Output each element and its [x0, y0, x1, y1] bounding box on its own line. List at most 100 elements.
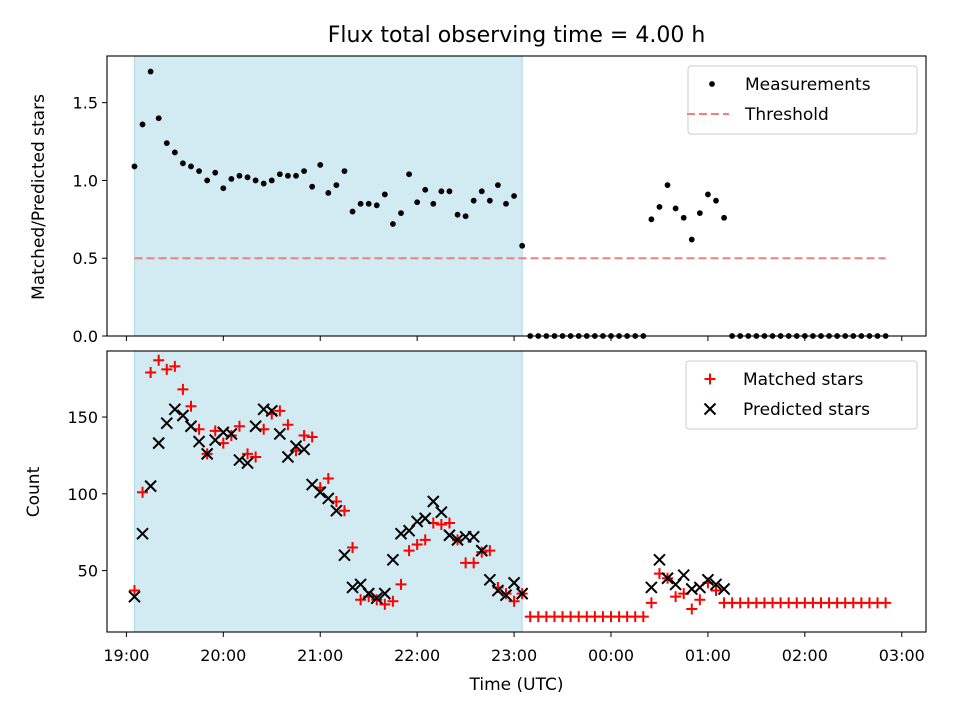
measurement-point: [438, 188, 445, 195]
measurement-point: [672, 205, 679, 212]
bottom-series-predicted-stars: [128, 403, 731, 605]
predicted-stars-marker: [515, 587, 529, 600]
top-y-tick-label: 1.5: [73, 94, 98, 113]
measurement-point: [236, 172, 243, 179]
matched-stars-marker: [395, 578, 407, 590]
matched-stars-marker: [484, 545, 496, 557]
matched-stars-marker: [169, 360, 181, 372]
x-tick-label: 23:00: [491, 646, 537, 665]
measurement-point: [301, 168, 307, 175]
measurement-point: [406, 171, 412, 178]
bottom-y-tick-label: 100: [67, 485, 98, 504]
matched-stars-marker: [338, 505, 350, 517]
predicted-stars-marker: [701, 573, 715, 586]
measurement-point: [414, 199, 421, 206]
measurement-point: [333, 182, 340, 189]
matched-stars-marker: [355, 594, 367, 606]
predicted-stars-marker: [653, 553, 666, 567]
top-chart-title: Flux total observing time = 4.00 h: [328, 23, 706, 48]
matched-stars-marker: [411, 538, 423, 550]
measurement-point: [398, 210, 404, 217]
predicted-stars-marker: [645, 581, 658, 594]
measurement-point: [196, 168, 202, 175]
matched-stars-marker: [347, 542, 359, 554]
legend-label: Matched stars: [743, 370, 863, 390]
measurement-point: [341, 168, 348, 175]
predicted-stars-marker: [677, 568, 690, 582]
matched-stars-marker: [443, 517, 455, 529]
top-plot-frame: [106, 55, 927, 337]
measurement-point: [680, 214, 687, 221]
matched-stars-marker: [209, 425, 221, 437]
predicted-stars-marker: [176, 409, 190, 422]
measurement-point: [503, 200, 509, 207]
measurement-point: [228, 175, 235, 182]
predicted-stars-marker: [362, 587, 375, 600]
predicted-stars-marker: [435, 506, 448, 519]
matched-stars-marker: [694, 594, 706, 606]
top-y-tick-label: 0.5: [73, 249, 98, 268]
top-panel: 0.0 0.5 1.0 1.5 Measurements Threshold: [73, 55, 927, 346]
measurement-point: [430, 200, 437, 207]
predicted-stars-marker: [192, 435, 206, 448]
measurement-point: [470, 197, 477, 204]
predicted-stars-marker: [314, 486, 327, 499]
measurement-point: [721, 214, 727, 221]
matched-stars-marker: [686, 603, 698, 615]
measurement-point: [325, 189, 332, 196]
predicted-stars-marker: [483, 573, 497, 586]
measurement-point: [244, 174, 251, 181]
predicted-stars-marker: [330, 504, 343, 517]
matched-stars-marker: [322, 472, 334, 484]
matched-stars-marker: [242, 448, 254, 460]
measurement-point: [664, 182, 671, 189]
predicted-stars-marker: [128, 590, 141, 603]
measurement-point: [688, 236, 695, 243]
bottom-y-tick-label: 50: [78, 562, 98, 581]
measurement-point: [276, 171, 283, 178]
matched-stars-marker: [161, 363, 173, 375]
bottom-panel: 50 100 150 19:00 20:00 21:00 22:00 23:00 00:00 01…: [67, 350, 927, 665]
predicted-stars-marker: [233, 453, 246, 467]
matched-stars-marker: [379, 598, 391, 610]
predicted-stars-marker: [475, 544, 488, 557]
measurement-point: [293, 172, 299, 179]
predicted-stars-marker: [265, 404, 278, 418]
predicted-stars-marker: [152, 436, 165, 450]
matched-stars-marker: [476, 546, 488, 558]
matched-stars-marker: [145, 366, 157, 378]
measurement-point: [446, 188, 453, 195]
predicted-stars-marker: [273, 427, 287, 441]
measurement-point: [180, 160, 186, 167]
measurement-point: [357, 200, 364, 207]
predicted-stars-marker: [160, 416, 173, 430]
matched-stars-marker: [880, 597, 892, 609]
measurement-point: [155, 115, 162, 122]
predicted-stars-marker: [289, 439, 303, 453]
measurement-point: [131, 163, 138, 170]
predicted-stars-marker: [225, 427, 238, 441]
x-tick-label: 19:00: [103, 646, 149, 665]
measurement-point: [309, 183, 316, 190]
legend-box: [685, 360, 918, 430]
predicted-stars-marker: [661, 572, 674, 585]
x-tick-label: 21:00: [297, 646, 343, 665]
predicted-stars-marker: [709, 578, 723, 591]
matched-stars-marker: [153, 354, 165, 366]
predicted-stars-marker: [184, 420, 198, 433]
matched-stars-marker: [403, 545, 415, 557]
measurement-point: [373, 202, 380, 209]
predicted-stars-marker: [499, 588, 513, 602]
measurement-point: [486, 197, 493, 204]
measurement-point: [220, 185, 227, 192]
top-y-axis-label: Matched/Predicted stars: [29, 94, 49, 300]
top-y-tick-label: 1.0: [73, 171, 98, 190]
matched-stars-marker: [128, 585, 140, 597]
predicted-stars-marker: [507, 576, 521, 590]
predicted-stars-marker: [346, 581, 359, 594]
matched-stars-marker: [435, 519, 447, 531]
measurement-point: [705, 191, 711, 198]
predicted-stars-marker: [168, 403, 182, 416]
measurement-point: [454, 211, 461, 218]
